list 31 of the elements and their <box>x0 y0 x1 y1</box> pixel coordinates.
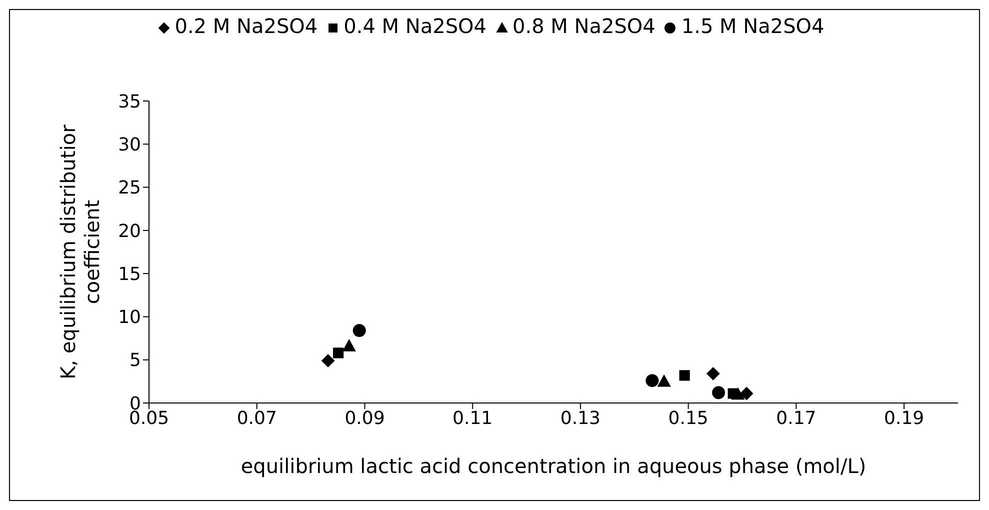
y-tick-label: 30 <box>118 134 141 156</box>
x-tick-label: 0.11 <box>452 408 493 429</box>
point <box>333 348 344 358</box>
point <box>322 354 335 368</box>
y-tick-label: 5 <box>130 350 141 372</box>
x-tick-label: 0.13 <box>560 408 601 429</box>
legend-label: 0.2 M Na2SO4 <box>174 14 318 38</box>
point <box>658 374 671 387</box>
point <box>352 324 366 338</box>
point <box>342 340 356 352</box>
x-tick-label: 0.09 <box>344 408 385 429</box>
y-axis-title: K, equilibrium distributior coefficient <box>56 124 104 382</box>
x-tick-label: 0.15 <box>668 408 708 429</box>
point <box>740 387 754 400</box>
point <box>679 370 690 381</box>
y-tick-label: 10 <box>118 307 141 328</box>
point <box>706 367 720 380</box>
y-tick-label: 25 <box>118 178 141 199</box>
y-tick-label: 15 <box>118 264 141 285</box>
x-tick-label: 0.07 <box>236 408 277 429</box>
point <box>731 388 744 400</box>
y-tick-label: 20 <box>118 220 141 242</box>
x-axis-title: equilibrium lactic acid concentration in aqueous phase (mol/L) <box>240 454 866 478</box>
legend-label: 0.8 M Na2SO4 <box>512 14 656 38</box>
y-tick-label: 35 <box>118 91 141 112</box>
point <box>712 386 726 400</box>
x-tick-label: 0.17 <box>776 408 816 429</box>
point <box>646 374 659 388</box>
x-tick-label: 0.19 <box>884 408 924 429</box>
legend-label: 0.4 M Na2SO4 <box>344 14 486 38</box>
legend-label: 1.5 M Na2SO4 <box>681 14 824 38</box>
